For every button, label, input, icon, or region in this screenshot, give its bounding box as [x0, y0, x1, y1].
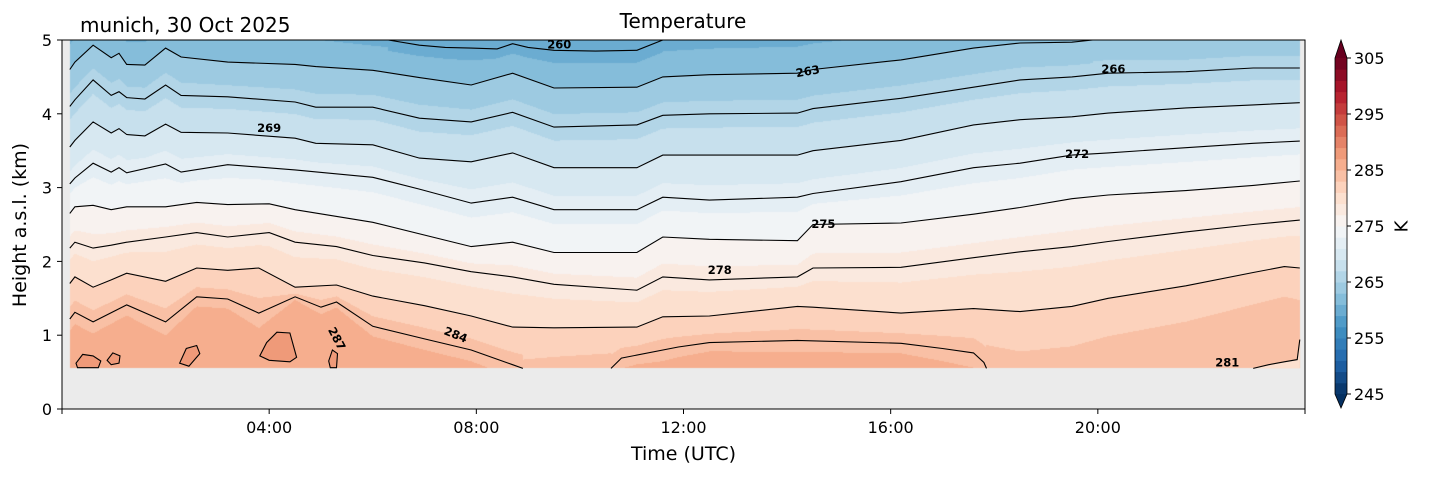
contour-line-281-surface — [1253, 339, 1301, 369]
contour-line-260 — [388, 39, 664, 52]
contour-label-260: 260 — [547, 38, 571, 52]
contour-line-272 — [69, 140, 1300, 211]
colorbar-bin-257 — [1335, 315, 1347, 328]
contour-line-269 — [69, 102, 1300, 169]
colorbar-tick-label: 305 — [1354, 49, 1385, 68]
y-tick-label: 1 — [42, 326, 52, 345]
contour-label-287: 287 — [325, 325, 349, 353]
colorbar-bin-279 — [1335, 192, 1347, 205]
contour-line-263 — [69, 39, 1093, 89]
colorbar-tick-label: 255 — [1354, 329, 1385, 348]
colorbar-tick-label: 265 — [1354, 273, 1385, 292]
colorbar-bin-297 — [1335, 91, 1347, 104]
y-axis-label: Height a.s.l. (km) — [9, 142, 31, 308]
colorbar-bin-271 — [1335, 237, 1347, 249]
contour-287-closed-region-2 — [106, 352, 121, 366]
surface-inversion-fill — [1253, 339, 1300, 369]
colorbar-bin-275 — [1335, 214, 1347, 227]
x-tick-label: 12:00 — [660, 418, 706, 437]
y-tick-label: 2 — [42, 252, 52, 271]
y-tick-label: 0 — [42, 400, 52, 419]
contour-label-284: 284 — [442, 324, 470, 346]
contour-label-263: 263 — [795, 62, 821, 80]
colorbar: 245 255 265 275 285 295 305 — [1334, 38, 1385, 410]
colorbar-bin-291 — [1335, 125, 1347, 137]
colorbar-bin-269 — [1335, 248, 1347, 261]
colorbar-bin-259 — [1335, 304, 1347, 317]
colorbar-extend-max — [1335, 40, 1347, 58]
colorbar-bin-251 — [1335, 349, 1347, 361]
contour-287-closed-region-5 — [328, 349, 339, 369]
contour-labels: 260 263 266 269 272 275 278 281 284 287 — [257, 38, 1239, 370]
colorbar-bin-261 — [1335, 293, 1347, 305]
colorbar-tick-label: 275 — [1354, 217, 1385, 236]
contour-label-266: 266 — [1101, 62, 1125, 76]
x-tick-label: 08:00 — [453, 418, 499, 437]
y-tick-label: 3 — [42, 179, 52, 198]
colorbar-bin-249 — [1335, 360, 1347, 373]
x-tick-label: 16:00 — [868, 418, 914, 437]
axes: 04:00 08:00 12:00 16:00 20:00 0 1 2 3 4 5 — [42, 31, 1306, 437]
contour-line-278 — [69, 219, 1300, 291]
colorbar-bin-263 — [1335, 282, 1347, 294]
x-tick-label: 20:00 — [1075, 418, 1121, 437]
contour-label-281: 281 — [1215, 356, 1239, 370]
y-tick-label: 5 — [42, 31, 52, 50]
colorbar-extend-min — [1335, 394, 1347, 408]
contour-label-269: 269 — [257, 121, 281, 135]
colorbar-bin-283 — [1335, 170, 1347, 182]
contour-line-284 — [69, 296, 524, 369]
y-tick-label: 4 — [42, 105, 52, 124]
colorbar-bin-253 — [1335, 338, 1347, 350]
contour-label-278: 278 — [708, 263, 732, 277]
colorbar-bin-285 — [1335, 158, 1347, 171]
x-tick-label: 04:00 — [246, 418, 292, 437]
colorbar-bin-245 — [1335, 382, 1347, 395]
location-date-annotation: munich, 30 Oct 2025 — [80, 13, 291, 37]
colorbar-bin-273 — [1335, 226, 1347, 238]
colorbar-bin-289 — [1335, 136, 1347, 149]
contour-287-closed-region-3 — [178, 344, 201, 367]
colorbar-bin-255 — [1335, 326, 1347, 339]
colorbar-bin-281 — [1335, 181, 1347, 193]
colorbar-tick-label: 285 — [1354, 161, 1385, 180]
colorbar-bin-267 — [1335, 259, 1347, 272]
contour-line-284 — [610, 339, 988, 369]
contour-287-closed-region-1 — [75, 353, 102, 369]
colorbar-bin-265 — [1335, 270, 1347, 283]
x-axis-label: Time (UTC) — [630, 443, 737, 465]
contour-line-281 — [69, 266, 1300, 329]
colorbar-bin-293 — [1335, 114, 1347, 126]
colorbar-bin-301 — [1335, 69, 1347, 81]
colorbar-bin-295 — [1335, 102, 1347, 115]
contour-287-closed-region-4 — [259, 331, 298, 363]
contour-lines — [69, 39, 1301, 369]
colorbar-bin-277 — [1335, 203, 1347, 216]
colorbar-bin-303 — [1335, 58, 1347, 70]
colorbar-bin-247 — [1335, 371, 1347, 384]
colorbar-bin-287 — [1335, 147, 1347, 160]
plot-frame — [61, 39, 1306, 410]
contour-label-275: 275 — [811, 217, 835, 231]
colorbar-bin-299 — [1335, 80, 1347, 93]
contour-line-275 — [69, 180, 1300, 254]
chart-title: Temperature — [619, 9, 747, 33]
contour-label-272: 272 — [1065, 147, 1089, 161]
colorbar-label: K — [1391, 220, 1413, 233]
colorbar-tick-label: 295 — [1354, 105, 1385, 124]
contour-line-266 — [69, 67, 1300, 128]
colorbar-tick-label: 245 — [1354, 385, 1385, 404]
